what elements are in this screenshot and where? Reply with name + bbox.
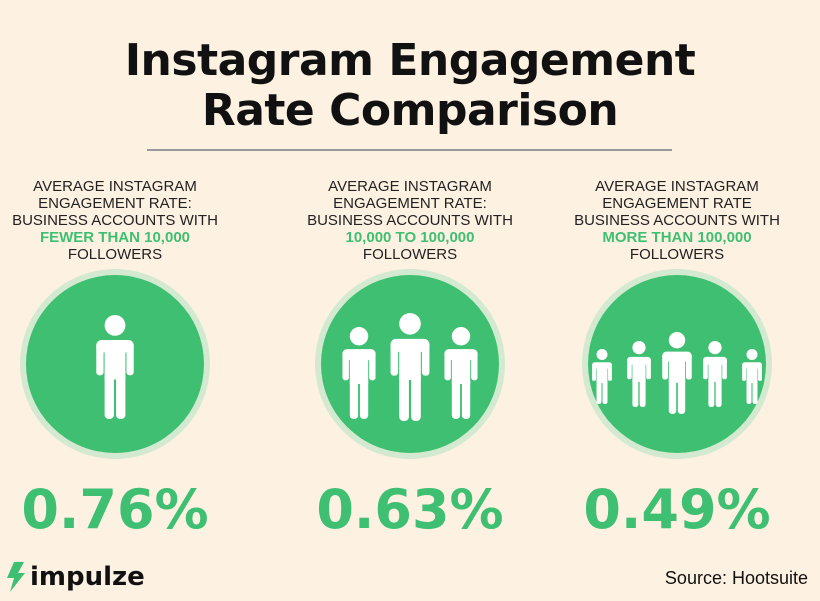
person-figure [662, 332, 692, 414]
person-figure [390, 313, 430, 421]
person-figure [342, 327, 376, 419]
person-figure [444, 327, 478, 419]
three-people-icon [342, 313, 478, 421]
circle-badge [20, 269, 210, 459]
person-figure [627, 341, 651, 407]
lightning-bolt-icon [7, 562, 25, 592]
column-label: AVERAGE INSTAGRAM ENGAGEMENT RATE: BUSIN… [12, 178, 218, 263]
circle-badge [315, 269, 505, 459]
column-label: AVERAGE INSTAGRAM ENGAGEMENT RATE BUSINE… [574, 178, 780, 263]
engagement-rate-value: 0.49% [583, 478, 771, 541]
engagement-rate-value: 0.63% [316, 478, 504, 541]
five-people-icon [592, 332, 762, 414]
column-label: AVERAGE INSTAGRAM ENGAGEMENT RATE: BUSIN… [307, 178, 513, 263]
single-person-icon [96, 315, 134, 419]
engagement-rate-value: 0.76% [21, 478, 209, 541]
person-figure [742, 349, 762, 404]
person-figure [96, 315, 134, 419]
person-figure [703, 341, 727, 407]
title-divider [147, 149, 672, 151]
brand-logo: impulze [6, 562, 145, 592]
circle-badge [582, 269, 772, 459]
page-title: Instagram Engagement Rate Comparison [124, 35, 696, 136]
person-figure [592, 349, 612, 404]
source-credit: Source: Hootsuite [664, 568, 808, 588]
